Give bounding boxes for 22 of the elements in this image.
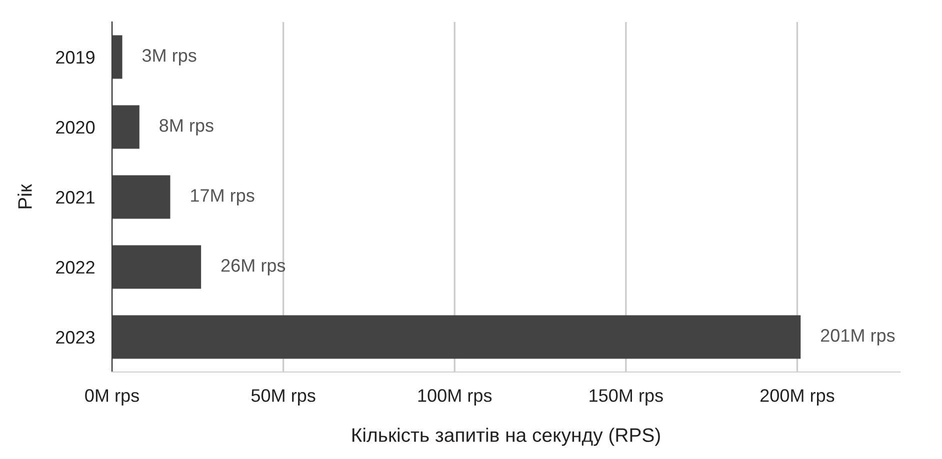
y-tick-label: 2021: [56, 190, 94, 204]
x-tick-label: 50M rps: [251, 389, 316, 406]
y-tick-label: 2020: [56, 120, 95, 134]
data-label: 201M rps: [820, 329, 895, 346]
data-label: 3M rps: [142, 49, 196, 66]
x-tick-label: 150M rps: [590, 389, 663, 406]
data-label: 17M rps: [191, 189, 254, 206]
bar: [112, 315, 801, 359]
data-label: 8M rps: [160, 119, 214, 136]
x-tick-label: 0M rps: [85, 389, 139, 406]
y-tick-label: 2022: [56, 260, 94, 274]
y-axis-title: Рік: [18, 184, 32, 208]
bar: [112, 35, 122, 79]
x-axis-title: Кількість запитів на секунду (RPS): [352, 428, 660, 446]
x-tick-label: 200M rps: [760, 389, 834, 406]
data-label: 26M rps: [221, 259, 286, 276]
y-tick-label: 2019: [56, 50, 94, 64]
y-tick-label: 2023: [56, 330, 95, 344]
x-tick-label: 100M rps: [418, 389, 492, 406]
bar: [112, 175, 170, 219]
bar: [112, 245, 202, 289]
bar: [112, 105, 140, 149]
